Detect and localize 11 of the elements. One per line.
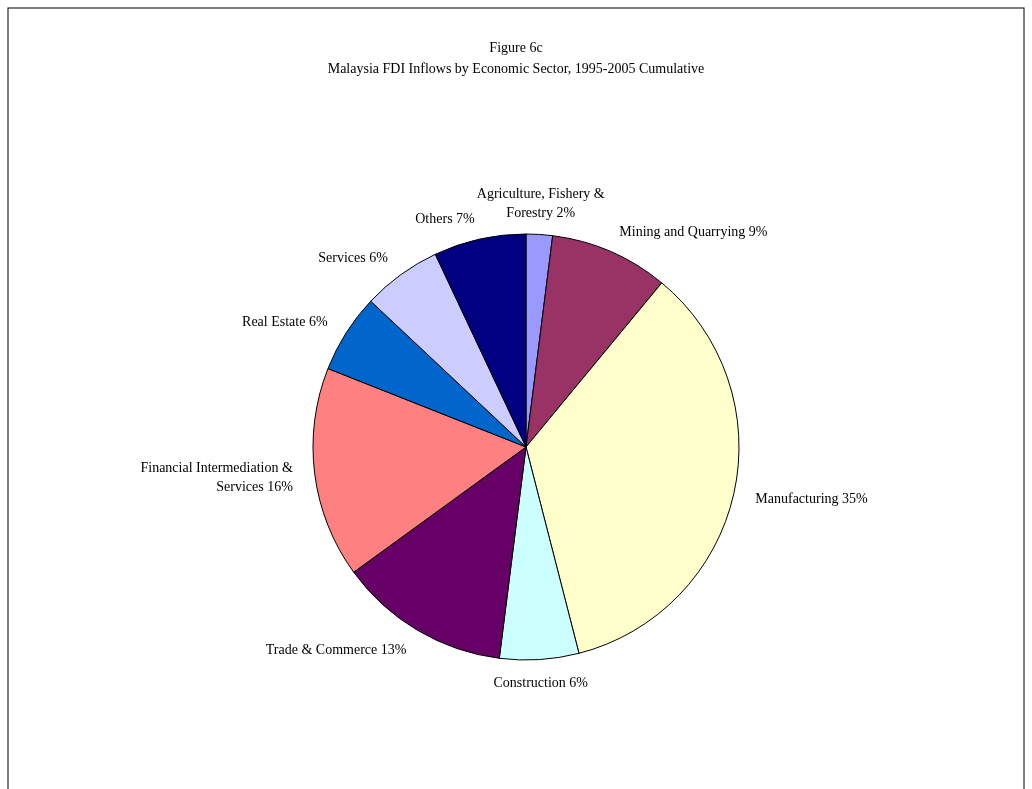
slice-label: Real Estate 6% xyxy=(242,314,328,330)
slice-label: Manufacturing 35% xyxy=(755,491,869,507)
chart-subtitle: Malaysia FDI Inflows by Economic Sector, 1995-2005 Cumulative xyxy=(327,61,705,76)
slice-label: Mining and Quarrying 9% xyxy=(619,224,768,240)
slice-label: Construction 6% xyxy=(493,674,589,690)
slice-label: Others 7% xyxy=(415,210,476,226)
slice-label: Financial Intermediation & Services 16% xyxy=(140,460,294,495)
slice-label: Trade & Commerce 13% xyxy=(265,642,407,658)
chart-title: Figure 6c xyxy=(489,40,543,55)
slice-label: Services 6% xyxy=(318,249,389,265)
slice-label: Agriculture, Fishery & Forestry 2% xyxy=(476,186,605,221)
